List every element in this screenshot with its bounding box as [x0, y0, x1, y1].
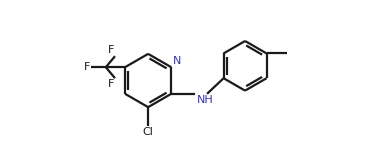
Text: F: F	[108, 79, 114, 89]
Text: Cl: Cl	[143, 127, 154, 137]
Text: NH: NH	[197, 95, 214, 105]
Text: N: N	[173, 56, 181, 66]
Text: F: F	[83, 62, 90, 72]
Text: F: F	[108, 45, 114, 55]
